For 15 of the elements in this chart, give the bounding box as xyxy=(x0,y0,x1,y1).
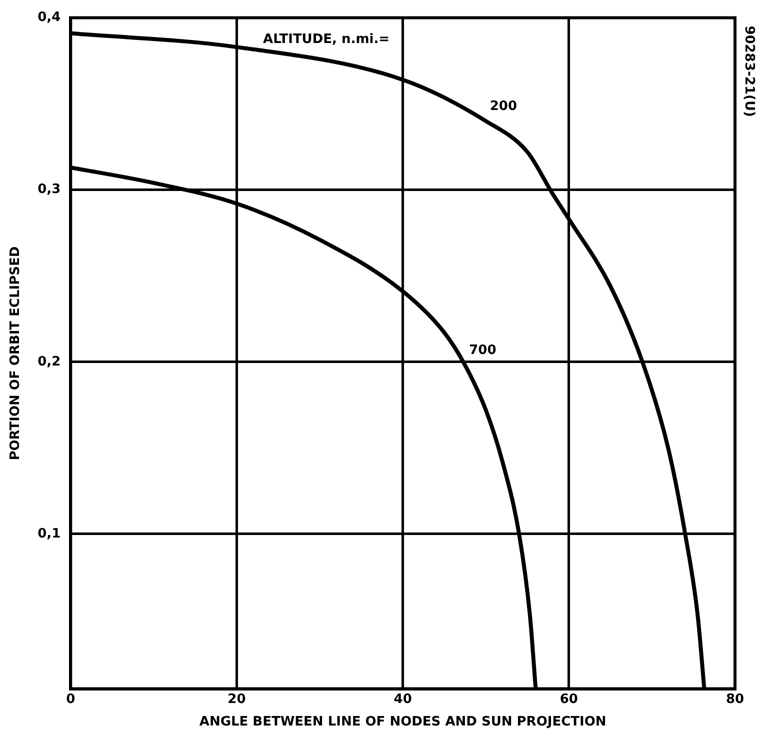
y-tick-label: 0,1 xyxy=(38,526,61,542)
y-tick-label: 0,2 xyxy=(38,354,61,370)
series-label: 200 xyxy=(490,98,517,114)
series-label: 700 xyxy=(469,343,496,358)
x-tick-label: 0 xyxy=(66,692,76,707)
text: 90283-21(U) xyxy=(742,26,757,117)
annotation: ALTITUDE, n.mi.= xyxy=(263,32,390,48)
x-tick-label: 60 xyxy=(560,692,578,707)
y-tick-label: 0,3 xyxy=(38,182,61,198)
y-tick-label: 0,4 xyxy=(38,10,61,26)
x-tick-label: 20 xyxy=(228,692,246,707)
x-tick-label: 80 xyxy=(726,692,744,707)
x-tick-label: 40 xyxy=(394,692,412,707)
y-axis-title: PORTION OF ORBIT ECLIPSED xyxy=(8,246,24,460)
x-axis-title: ANGLE BETWEEN LINE OF NODES AND SUN PROJECTION xyxy=(199,714,606,730)
